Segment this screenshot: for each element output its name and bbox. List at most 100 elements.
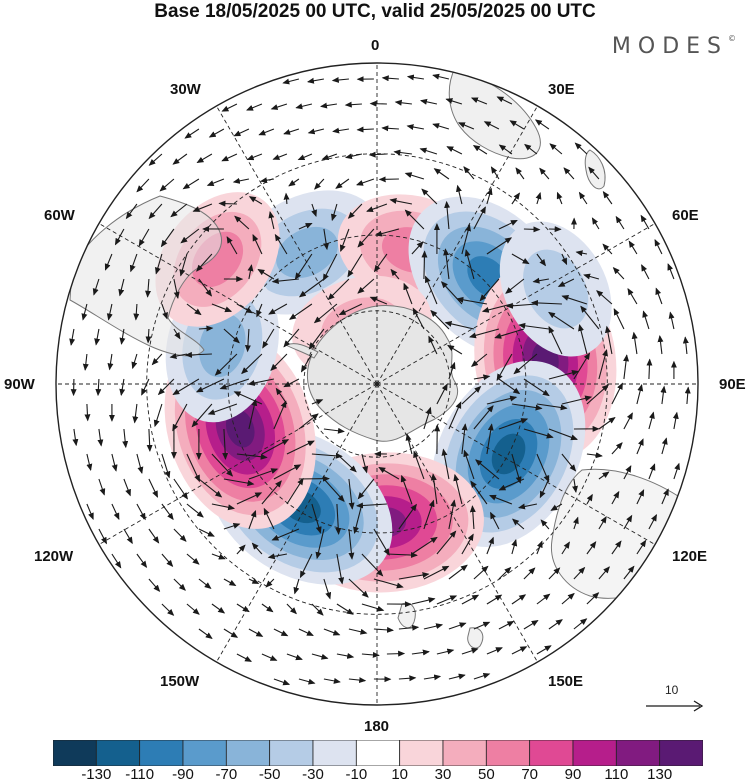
wind-vector — [211, 303, 233, 313]
colorbar-tick-label: 50 — [477, 766, 495, 783]
wind-vector — [322, 253, 338, 282]
wind-vector — [198, 478, 223, 498]
wind-vector — [611, 540, 622, 555]
wind-vector — [511, 594, 527, 605]
wind-vector — [336, 652, 355, 659]
wind-vector — [161, 503, 174, 521]
wind-vector — [221, 153, 238, 162]
wind-vector — [348, 628, 368, 635]
wind-vector — [461, 224, 471, 255]
wind-vector — [381, 75, 399, 82]
wind-vector — [72, 428, 79, 447]
wind-vector — [82, 353, 89, 371]
colorbar-tick-label: -110 — [125, 766, 155, 783]
wind-vector — [623, 514, 633, 530]
modes-brand-logo: MODES© — [612, 34, 736, 59]
wind-vector — [548, 326, 563, 355]
wind-vector — [561, 541, 570, 555]
colorbar-swatch — [572, 740, 617, 766]
wind-vector — [263, 507, 275, 530]
wind-vector — [496, 96, 513, 105]
wind-vector — [256, 303, 263, 318]
wind-vector — [241, 353, 263, 375]
wind-vector — [198, 628, 213, 639]
wind-vector — [490, 166, 500, 180]
wind-vector — [684, 386, 691, 405]
wind-vector — [441, 448, 450, 480]
wind-vector — [106, 303, 113, 321]
wind-vector — [267, 553, 288, 560]
wind-vector — [536, 540, 543, 555]
wind-vector — [184, 351, 212, 358]
wind-vector — [198, 528, 215, 537]
colorbar-swatch — [312, 740, 357, 766]
wind-vector — [170, 203, 188, 218]
wind-vector — [536, 403, 568, 411]
wind-vector — [486, 536, 494, 555]
wind-vector — [348, 478, 355, 510]
wind-vector — [344, 101, 362, 108]
wind-vector — [489, 494, 513, 505]
colorbar-tick-label: 130 — [647, 766, 673, 783]
wind-vector — [307, 77, 325, 84]
wind-vector — [95, 378, 102, 397]
wind-vector — [104, 253, 113, 271]
wind-vector — [530, 299, 562, 306]
wind-vector — [561, 295, 588, 305]
wind-vector — [548, 311, 575, 330]
wind-vector — [361, 553, 384, 577]
wind-vector — [86, 453, 93, 472]
wind-vector — [532, 277, 550, 284]
wind-vector — [366, 203, 388, 213]
wind-vector — [323, 478, 345, 503]
wind-vector — [511, 403, 543, 411]
wind-vector — [461, 385, 482, 405]
anomaly-center-11 — [499, 221, 612, 357]
wind-vector — [136, 453, 144, 474]
wind-vector — [236, 653, 253, 662]
wind-vector — [348, 528, 355, 560]
wind-vector — [436, 383, 448, 405]
lon-label-0: 0 — [371, 37, 380, 54]
wind-vector — [539, 478, 550, 499]
south-pole-dot — [374, 381, 380, 387]
wind-vector — [232, 177, 250, 184]
wind-vector — [461, 647, 479, 655]
wind-vector — [173, 278, 180, 299]
colorbar-tick-label: 70 — [521, 766, 538, 783]
wind-vector — [472, 145, 488, 155]
wind-vector — [475, 459, 500, 480]
wind-vector — [443, 248, 450, 280]
wind-vector — [123, 478, 131, 497]
wind-vector — [486, 594, 503, 605]
colorbar-tick-label: -50 — [258, 766, 281, 783]
brand-mark: © — [728, 33, 736, 43]
wind-vector — [298, 278, 325, 298]
wind-vector — [373, 626, 395, 633]
wind-vector — [268, 303, 288, 315]
wind-vector — [258, 128, 275, 136]
wind-vector — [412, 307, 425, 330]
wind-vector — [523, 428, 554, 439]
wind-vector — [381, 125, 399, 132]
colorbar-tick-label: -30 — [302, 766, 324, 783]
wind-vector — [361, 453, 369, 474]
wind-vector — [461, 423, 468, 455]
wind-vector — [398, 572, 430, 580]
wind-vector — [198, 278, 213, 297]
wind-vector — [311, 399, 324, 405]
wind-vector — [248, 628, 264, 637]
wind-vector — [293, 578, 300, 595]
wind-vector — [436, 530, 457, 555]
wind-vector — [473, 206, 486, 230]
wind-vector — [419, 147, 438, 155]
wind-vector — [400, 474, 413, 505]
wind-vector — [148, 578, 161, 592]
wind-vector — [453, 473, 463, 505]
wind-vector — [523, 620, 539, 630]
wind-vector — [208, 128, 225, 138]
wind-vector — [486, 237, 513, 255]
wind-vector — [673, 462, 680, 480]
wind-vector — [207, 403, 238, 415]
wind-vector — [470, 480, 488, 505]
